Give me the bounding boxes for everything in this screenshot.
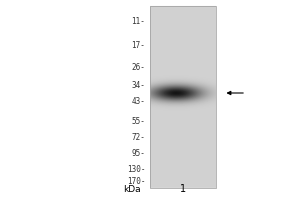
Text: 11-: 11- [132,18,145,26]
Text: 1: 1 [180,184,186,194]
Text: 17-: 17- [132,40,145,49]
Text: 55-: 55- [132,116,145,126]
Text: 95-: 95- [132,150,145,158]
Bar [150,6,216,188]
Text: 130-: 130- [127,164,146,173]
Bar [150,6,216,188]
Text: 170-: 170- [127,176,146,186]
Text: 72-: 72- [132,134,145,142]
Text: 26-: 26- [132,64,145,72]
Text: 34-: 34- [132,81,145,90]
Text: 43-: 43- [132,98,145,106]
Text: kDa: kDa [123,185,141,194]
